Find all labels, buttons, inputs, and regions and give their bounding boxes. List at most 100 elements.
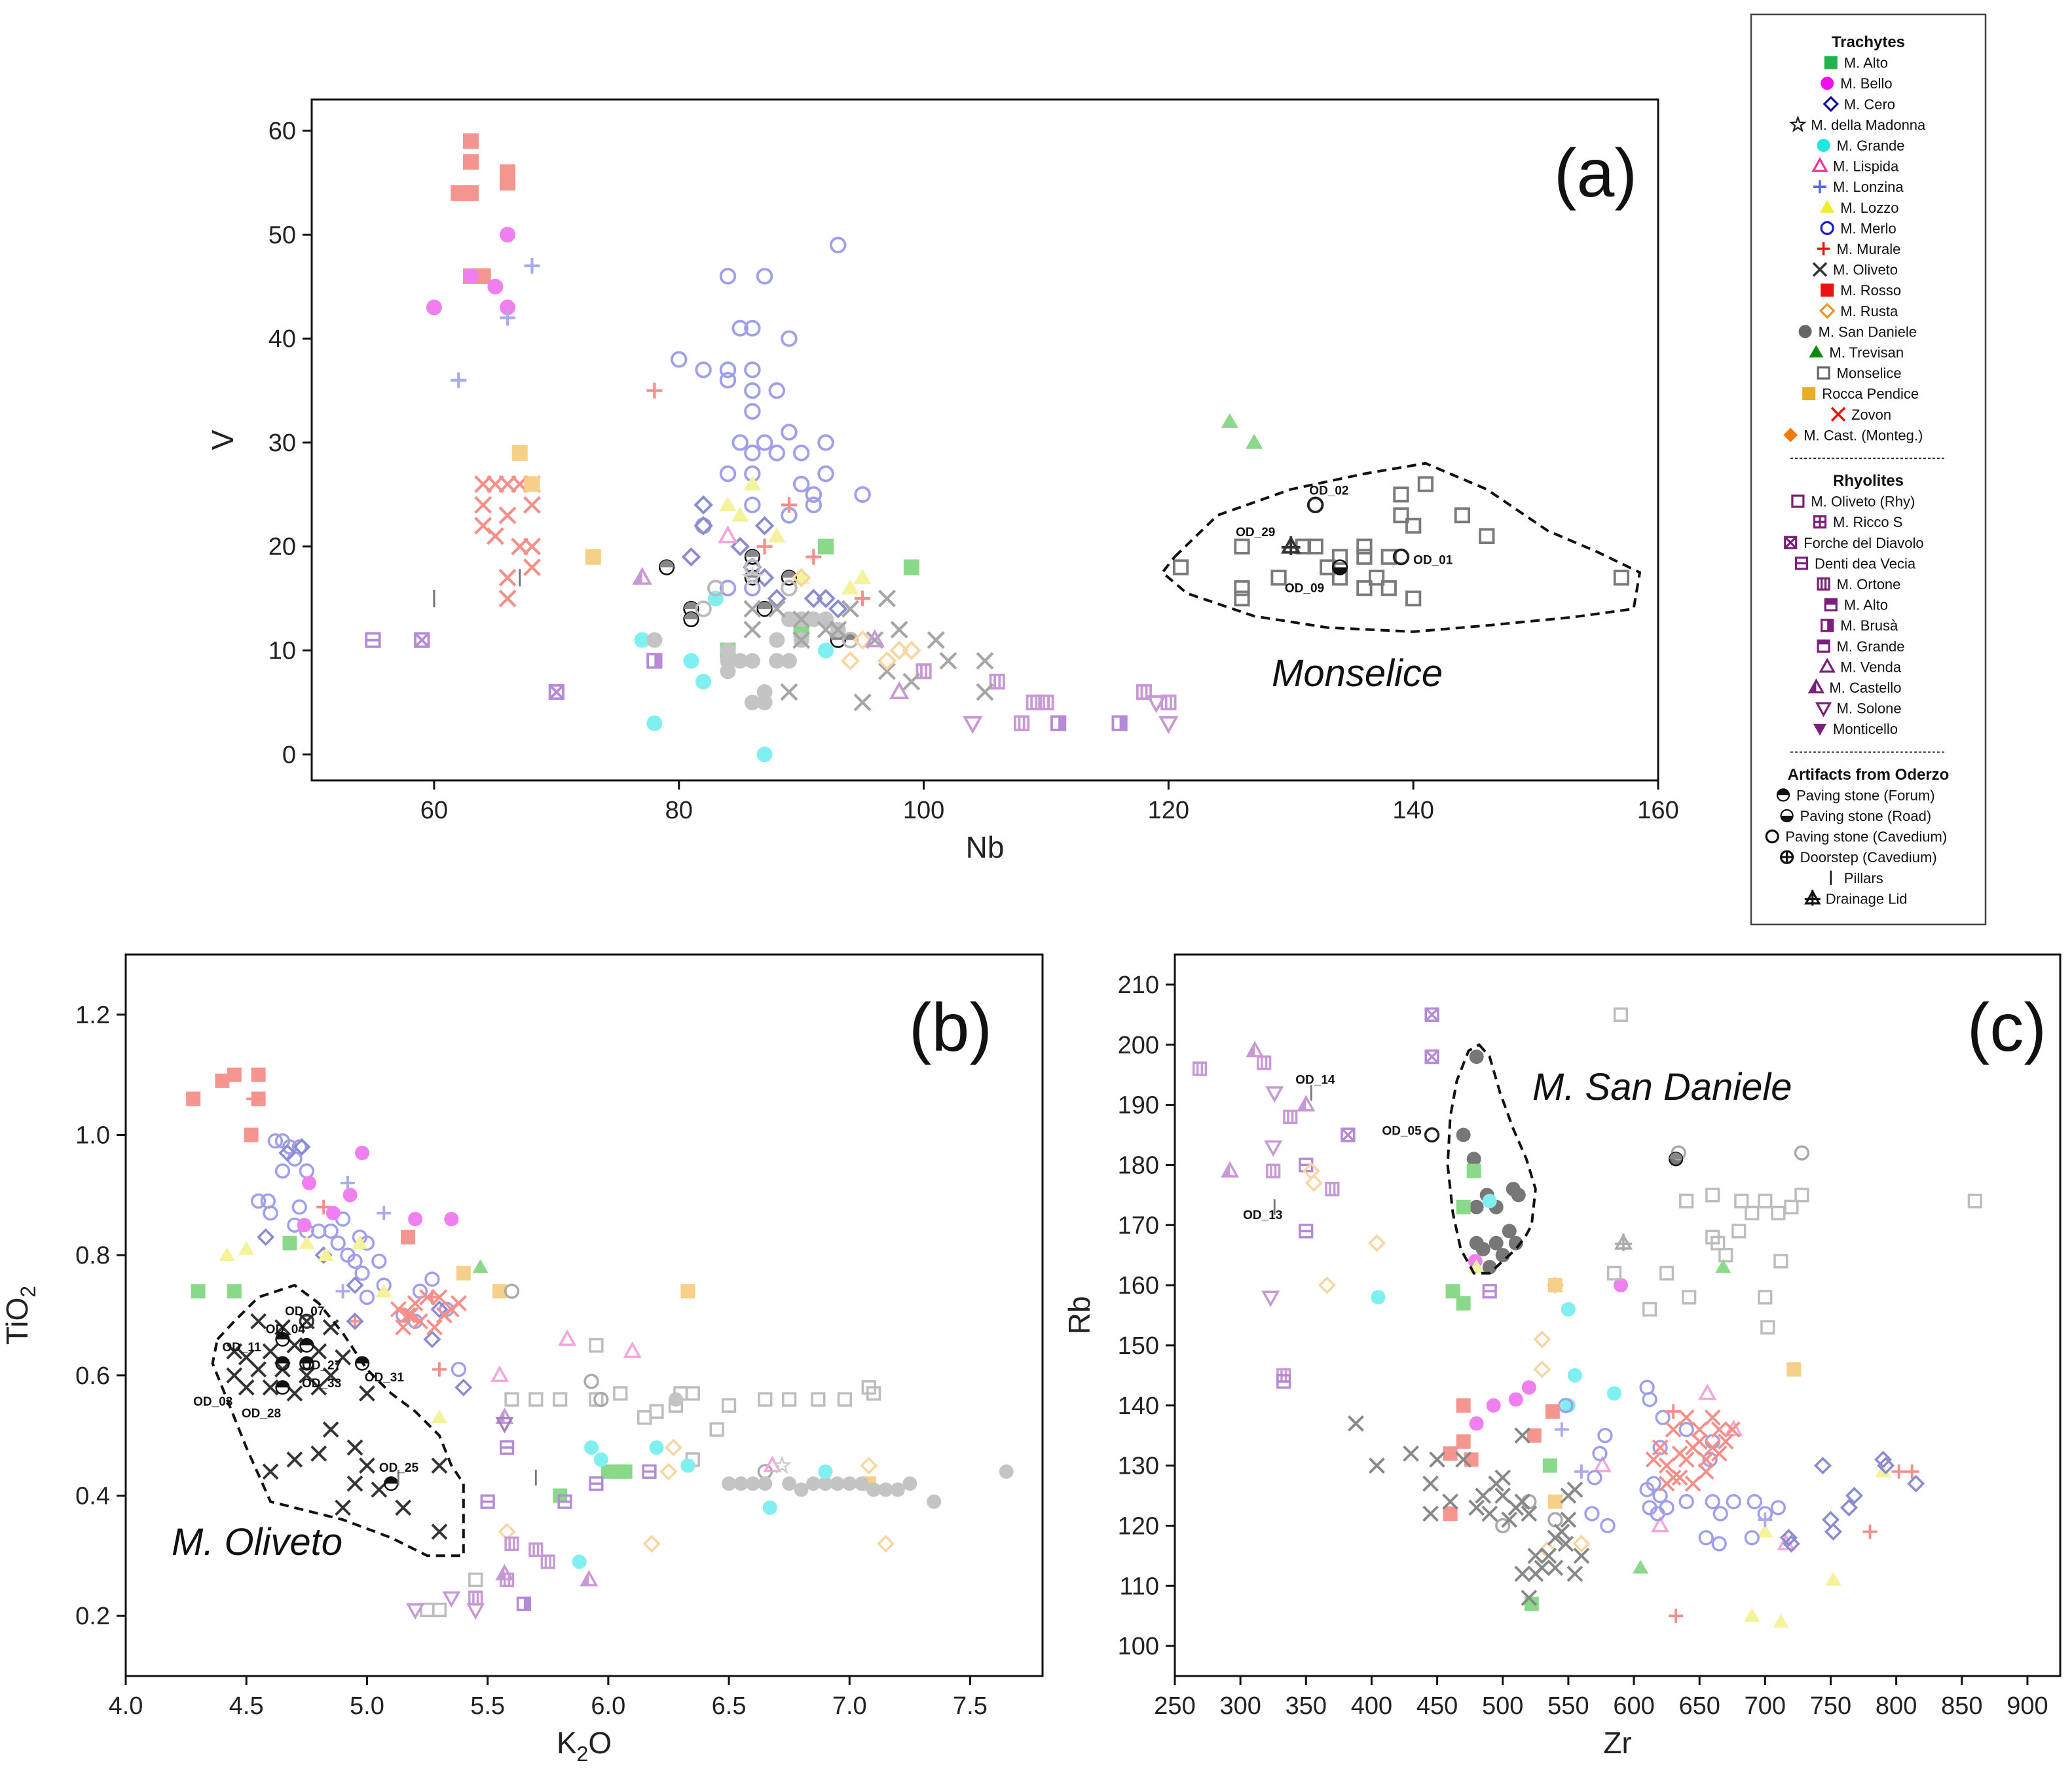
point-m-oliveto [1527,1547,1544,1564]
point-m-oliveto [346,1475,363,1492]
point-forche-del-diavolo [414,632,430,648]
x-tick-label: 120 [1148,797,1189,824]
legend-marker [1820,200,1835,213]
point-m-ortone [1257,1055,1272,1070]
legend-item-label: M. Grande [1837,638,1905,655]
point-monselice [685,1386,700,1401]
legend-item-m-grande: M. Grande [1817,638,1905,655]
point-m-lozzo [352,1235,368,1249]
point-m-oliveto [310,1343,327,1360]
legend-item-m-venda: M. Venda [1819,657,1902,675]
point-m-san-daniele [902,1476,917,1491]
point-monselice [468,1572,483,1588]
point-m-rusta [498,1523,516,1541]
point-rocca-pendice [680,1284,695,1299]
point-m-san-daniele [782,1476,797,1491]
point-m-bello [302,1175,316,1190]
x-tick-label: 350 [1286,1692,1327,1720]
legend-item-label: M. Rosso [1840,282,1901,299]
point-m-murale [1904,1464,1919,1479]
point-m-cero [1907,1474,1925,1493]
point-paving-stone-cavedium [593,1391,609,1408]
point-m-lozzo [431,1410,448,1423]
legend-item-label: Zovon [1851,407,1891,423]
legend-item-label: Monselice [1837,365,1902,382]
legend-item-label: M. Bello [1840,75,1892,92]
points-a [365,133,1630,763]
point-paving-stone-forum [683,611,699,628]
legend-item-label: Pillars [1844,870,1883,886]
point-m-bello [1508,1392,1523,1407]
point-m-oliveto [298,1367,315,1384]
point-m-rosso [500,175,516,191]
legend-item-m-castello: M. Castello [1807,678,1901,696]
point-m-oliveto [322,1367,339,1384]
x-tick-label: 450 [1416,1692,1458,1720]
point-m-bello [426,299,442,316]
point-paving-stone-forum [275,1332,290,1347]
point-m-rusta [642,1535,661,1553]
point-m-oliveto [743,600,762,618]
point-m-oliveto [310,1379,327,1396]
point-monselice [1368,570,1385,586]
point-m-merlo [1655,1410,1671,1425]
legend-section-title: Trachytes [1832,33,1905,51]
legend-item-m-ortone: M. Ortone [1817,576,1900,592]
y-tick-label: 0.2 [75,1603,110,1630]
legend-item-label: M. Cero [1844,96,1895,113]
point-rocca-pendice [511,445,528,461]
point-m-solone [466,1603,485,1620]
point-m-rosso [462,185,479,201]
x-tick-label: 600 [1613,1692,1654,1720]
legend-item-m-alto: M. Alto [1824,597,1888,613]
point-monselice [1682,1290,1697,1305]
point-m-san-daniele [999,1464,1014,1479]
point-m-oliveto [792,610,811,629]
point-zovon [498,589,517,608]
point-monselice [589,1338,604,1353]
region-outline-b [211,1283,465,1558]
point-m-rusta [853,630,872,650]
point-m-oliveto [1481,1505,1498,1522]
point-m-cero [754,516,775,536]
x-tick-label: 400 [1351,1692,1392,1720]
point-m-trevisan [1221,413,1239,428]
point-monselice [1454,507,1471,524]
point-m-cero [730,537,750,556]
point-m-san-daniele [756,694,773,710]
point-m-cero [816,589,836,608]
point-m-alto [618,1464,633,1479]
panel-b-chart: 4.0 4.5 5.0 5.5 6.0 6.5 7.0 7.5 0.2 0.4 0.6 0.8 1.0 1… [0,953,1044,1766]
point-paving-stone-cavedium [781,579,798,596]
point-m-lozzo [853,569,872,584]
point-m-oliveto [1560,1511,1577,1528]
point-m-merlo [719,268,737,285]
point-m-merlo [1587,1470,1602,1485]
point-m-san-daniele [1456,1127,1471,1142]
point-m-rusta [1572,1535,1591,1553]
legend-item-m-solone: M. Solone [1815,701,1902,718]
point-m-merlo [817,434,834,451]
point-m-san-daniele [744,694,760,710]
point-m-grande [756,746,773,763]
point-rocca-pendice [492,1284,508,1299]
point-m-merlo [1678,1494,1694,1510]
point-m-ortone [540,1554,555,1569]
x-tick-label: 140 [1392,797,1434,824]
point-m-ortone [504,1536,519,1552]
legend-section-title: Rhyolites [1833,472,1904,490]
point-paving-stone-cavedium [842,631,859,649]
point-m-oliveto [1521,1505,1538,1522]
y-tick-label: 180 [1118,1152,1159,1179]
point-m-oliveto [250,1313,267,1330]
legend-marker [1809,345,1824,357]
point-m-oliveto [1348,1415,1364,1432]
point-m-merlo [744,496,761,513]
point-m-oliveto [853,693,872,712]
point-m-merlo [359,1289,375,1305]
point-m-grande [646,715,663,731]
point-denti-dea-vecia [365,632,381,648]
y-tick-label: 1.0 [75,1122,110,1150]
point-monselice [709,1422,724,1437]
legend: Trachytes M. Alto M. Bello M. Cero M. della … [1750,13,1987,926]
